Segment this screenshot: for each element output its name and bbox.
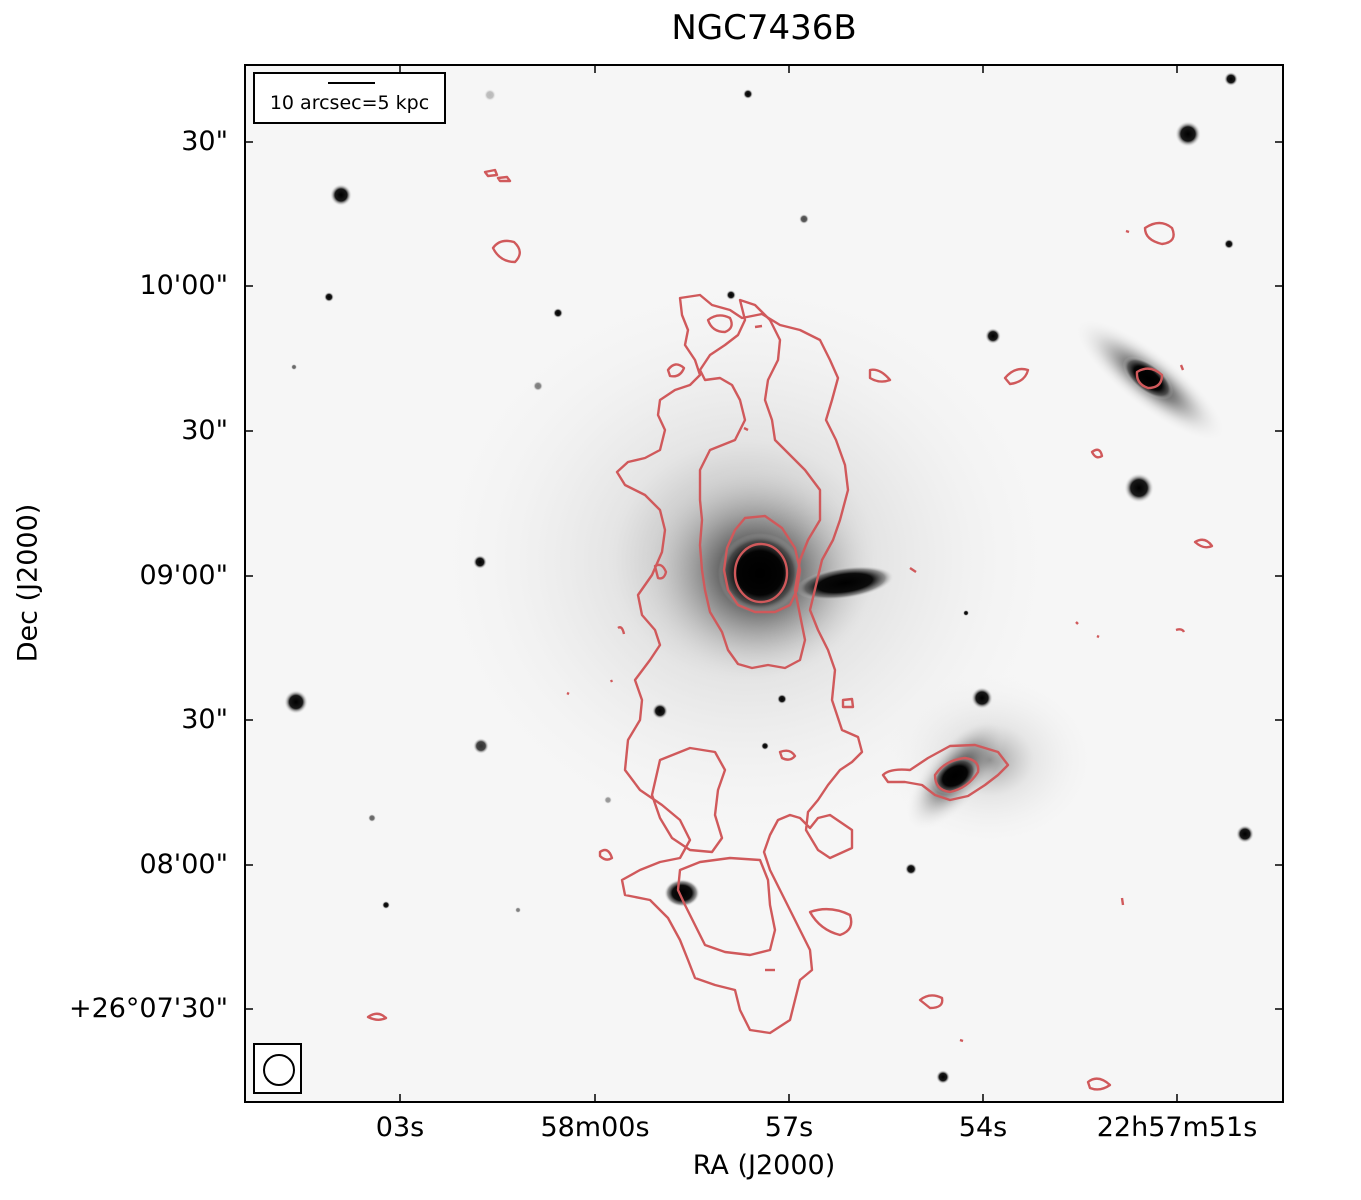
y-tick-label: 30" bbox=[181, 704, 228, 735]
figure-title: NGC7436B bbox=[671, 8, 857, 48]
contour-bottom-inner bbox=[676, 856, 777, 957]
scale-bar-line bbox=[328, 82, 375, 84]
x-axis-label: RA (J2000) bbox=[692, 1150, 836, 1181]
contour-lower-inner bbox=[650, 746, 727, 854]
contours bbox=[366, 168, 1214, 1091]
beam-ellipse bbox=[263, 1054, 295, 1086]
scale-bar-box: 10 arcsec=5 kpc bbox=[253, 72, 446, 124]
axes-frame bbox=[244, 64, 1284, 1103]
scale-bar-label: 10 arcsec=5 kpc bbox=[269, 92, 430, 114]
contour-lower-right-outer bbox=[881, 743, 1010, 802]
companion-tail bbox=[795, 565, 895, 601]
x-tick-label: 57s bbox=[764, 1112, 814, 1143]
contour-main-outer bbox=[615, 293, 864, 1035]
contour-main-mid bbox=[698, 298, 822, 670]
y-tick-label: 30" bbox=[181, 415, 228, 446]
y-axis-label: Dec (J2000) bbox=[12, 503, 44, 663]
field-stars bbox=[284, 72, 1254, 1084]
x-tick-label: 03s bbox=[375, 1112, 425, 1143]
small-galaxy bbox=[664, 879, 700, 907]
contour-core-1 bbox=[722, 514, 802, 614]
y-tick-label: 08'00" bbox=[139, 849, 228, 880]
y-tick-label: 09'00" bbox=[139, 560, 228, 591]
beam-box bbox=[253, 1043, 302, 1094]
axis-ticks bbox=[245, 65, 1283, 1102]
y-tick-label: 30" bbox=[181, 126, 228, 157]
y-tick-label: +26°07'30" bbox=[68, 993, 228, 1024]
x-tick-label: 58m00s bbox=[540, 1112, 650, 1143]
y-tick-label: 10'00" bbox=[139, 270, 228, 301]
contour-core-2 bbox=[733, 542, 789, 604]
x-tick-label: 54s bbox=[958, 1112, 1008, 1143]
contour-lower-right-inner bbox=[933, 756, 980, 794]
x-tick-label: 22h57m51s bbox=[1096, 1112, 1258, 1143]
